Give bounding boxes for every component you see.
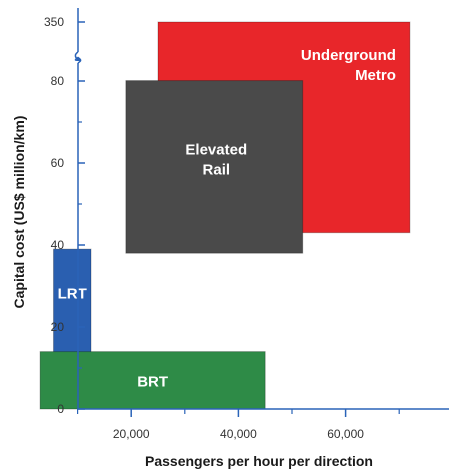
box-elevated-rail: Elevated Rail — [125, 80, 304, 254]
box-lrt-rect — [52, 248, 92, 361]
box-underground-metro-label: Underground — [301, 47, 396, 64]
box-brt: BRT — [39, 351, 266, 410]
ticks: 0 20 40 60 80 350 20,000 40,000 60,000 — [44, 15, 400, 441]
axes — [74, 8, 449, 410]
y-axis-break-icon — [74, 51, 82, 64]
box-underground-metro-label: Metro — [355, 67, 396, 84]
box-elevated-rail-rect — [125, 80, 304, 254]
y-tick-label: 350 — [44, 15, 64, 29]
y-tick-label: 20 — [51, 320, 65, 334]
y-tick-label: 0 — [57, 402, 64, 416]
x-tick-label: 20,000 — [113, 427, 150, 441]
y-axis-title: Capital cost (US$ million/km) — [11, 116, 27, 309]
x-tick-label: 40,000 — [220, 427, 257, 441]
x-tick-label: 60,000 — [327, 427, 364, 441]
box-brt-label: BRT — [137, 373, 168, 390]
box-lrt-label: LRT — [58, 285, 87, 302]
y-tick-label: 80 — [51, 74, 65, 88]
box-elevated-rail-label: Elevated — [185, 142, 247, 159]
box-elevated-rail-label: Rail — [203, 162, 231, 179]
plot-area: Underground Metro Elevated Rail LRT BRT — [39, 21, 411, 410]
x-axis-title: Passengers per hour per direction — [145, 453, 373, 469]
y-tick-label: 60 — [51, 156, 65, 170]
y-tick-label: 40 — [51, 238, 65, 252]
box-lrt: LRT — [52, 248, 92, 361]
